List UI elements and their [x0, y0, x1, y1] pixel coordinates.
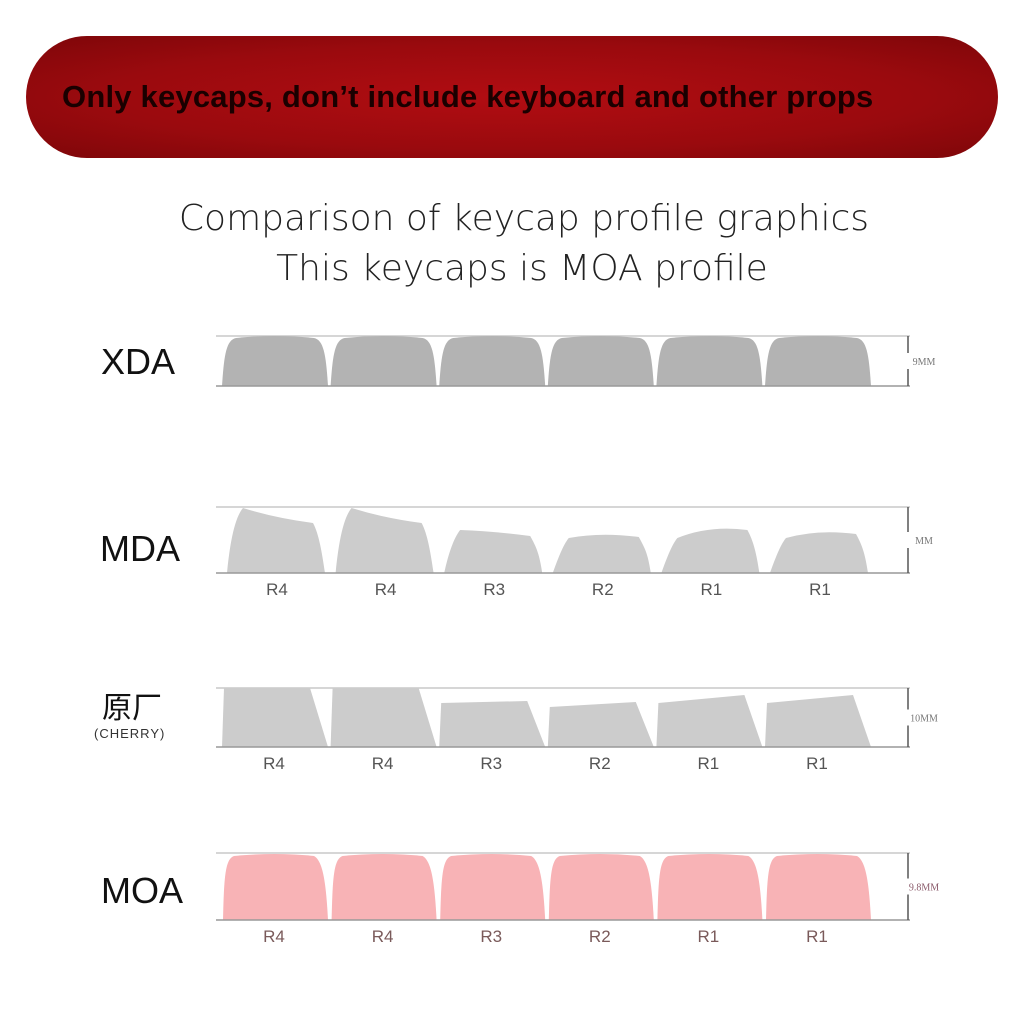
profile-row-xda: 9MM: [216, 335, 936, 387]
keycap-shape: [657, 854, 763, 920]
keycap-shape: [331, 854, 437, 920]
row-label-moa: MOA: [101, 870, 184, 911]
title-line-1: Comparison of keycap profile graphics: [178, 198, 870, 239]
keycap-shape: [661, 528, 760, 573]
keycap-shape: [766, 854, 871, 920]
row-position-label: R1: [806, 754, 828, 773]
row-label-mda: MDA: [100, 528, 180, 569]
row-position-label: R4: [372, 927, 394, 946]
row-position-label: R1: [698, 927, 720, 946]
keycap-shape: [440, 854, 546, 920]
keycap-shape: [547, 702, 654, 747]
keycap-shape: [547, 336, 654, 386]
height-label: 9MM: [913, 357, 936, 368]
keycap-shape: [330, 688, 437, 747]
keycap-shape: [765, 695, 871, 747]
row-position-label: R4: [263, 754, 285, 773]
keycap-shape: [656, 336, 763, 386]
height-label: 9.8MM: [909, 883, 939, 894]
row-position-label: R1: [701, 580, 723, 599]
row-position-label: R2: [592, 580, 614, 599]
profile-row-moa: R4 R4 R3 R2 R1 R1 9.8MM: [216, 852, 939, 946]
keycap-shape: [335, 508, 434, 573]
keycap-shape: [439, 701, 546, 747]
keycap-shape: [222, 688, 328, 747]
keycap-shape: [444, 530, 543, 573]
row-label-xda: XDA: [101, 341, 176, 382]
keycap-shape: [656, 695, 763, 747]
row-position-label: R4: [375, 580, 397, 599]
keycap-shape: [765, 336, 871, 386]
row-position-label: R4: [263, 927, 285, 946]
row-position-label: R4: [372, 754, 394, 773]
height-label: 10MM: [910, 714, 938, 725]
row-position-label: R2: [589, 927, 611, 946]
keycap-shape: [227, 508, 325, 573]
keycap-shape: [222, 336, 328, 386]
profile-row-mda: R4 R4 R3 R2 R1 R1 MM: [216, 506, 933, 599]
title-line-2: This keycaps is MOA profile: [276, 248, 768, 289]
row-position-label: R1: [806, 927, 828, 946]
keycap-shape: [770, 532, 868, 573]
keycap-shape: [330, 336, 437, 386]
row-position-label: R4: [266, 580, 288, 599]
keycap-shape: [439, 336, 546, 386]
row-label-cherry: 原厂: [102, 692, 162, 725]
row-position-label: R1: [809, 580, 831, 599]
row-position-label: R3: [480, 754, 502, 773]
row-position-label: R2: [589, 754, 611, 773]
profile-row-cherry: R4 R4 R3 R2 R1 R1 10MM: [216, 687, 938, 773]
row-position-label: R3: [483, 580, 505, 599]
keycap-shape: [552, 534, 651, 573]
row-position-label: R1: [698, 754, 720, 773]
height-label: MM: [915, 536, 933, 547]
keycap-shape: [548, 854, 654, 920]
keycap-shape: [223, 854, 328, 920]
notice-banner: Only keycaps, don’t include keyboard and…: [26, 36, 998, 158]
row-sublabel-cherry: (CHERRY): [94, 726, 166, 741]
row-position-label: R3: [480, 927, 502, 946]
notice-text: Only keycaps, don’t include keyboard and…: [62, 79, 874, 114]
